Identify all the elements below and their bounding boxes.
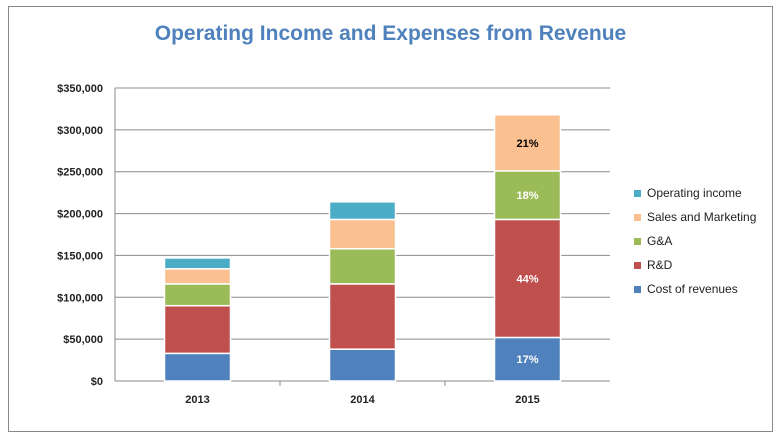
bar-segment — [328, 218, 397, 250]
y-tick-label: $50,000 — [63, 334, 103, 346]
y-tick-label: $300,000 — [57, 125, 103, 137]
bar-segment — [328, 201, 397, 221]
y-tick-label: $200,000 — [57, 209, 103, 221]
y-tick-label: $0 — [91, 376, 103, 388]
legend-label: G&A — [647, 234, 673, 248]
y-tick-label: $250,000 — [57, 167, 103, 179]
legend-item: G&A — [634, 234, 672, 248]
x-tick-label: 2015 — [515, 394, 539, 406]
bar-segment — [163, 257, 232, 270]
bar-segment — [163, 304, 232, 355]
y-tick-label: $150,000 — [57, 250, 103, 262]
bar-segment — [493, 336, 562, 382]
bar-segment — [163, 268, 232, 285]
data-label: 21% — [516, 138, 538, 150]
legend-item: Cost of revenues — [634, 282, 738, 296]
bar-segment — [493, 218, 562, 339]
legend-item: Sales and Marketing — [634, 210, 756, 224]
legend-swatch — [634, 237, 641, 245]
legend-label: Sales and Marketing — [647, 210, 757, 224]
data-label: 44% — [516, 273, 538, 285]
legend-swatch — [634, 213, 641, 221]
legend-item: R&D — [634, 258, 672, 272]
y-tick-label: $350,000 — [57, 83, 103, 95]
x-tick-label: 2014 — [350, 394, 375, 406]
bar-segment — [328, 247, 397, 285]
x-tick-label: 2013 — [185, 394, 209, 406]
bar-segment — [493, 114, 562, 172]
legend-label: Operating income — [647, 186, 742, 200]
legend-swatch — [634, 261, 641, 269]
legend-item: Operating income — [634, 186, 742, 200]
bar-segment — [328, 283, 397, 350]
chart-title: Operating Income and Expenses from Reven… — [154, 22, 627, 45]
data-label: 17% — [516, 354, 538, 366]
legend-label: Cost of revenues — [647, 282, 738, 296]
bar-segment — [163, 352, 232, 382]
data-label: 18% — [516, 190, 538, 202]
legend-swatch — [634, 285, 641, 293]
bar-segment — [328, 348, 397, 382]
bar-segment — [493, 170, 562, 221]
bar-segment — [163, 283, 232, 307]
legend-swatch — [634, 189, 641, 197]
y-tick-label: $100,000 — [57, 292, 103, 304]
legend-label: R&D — [647, 258, 673, 272]
